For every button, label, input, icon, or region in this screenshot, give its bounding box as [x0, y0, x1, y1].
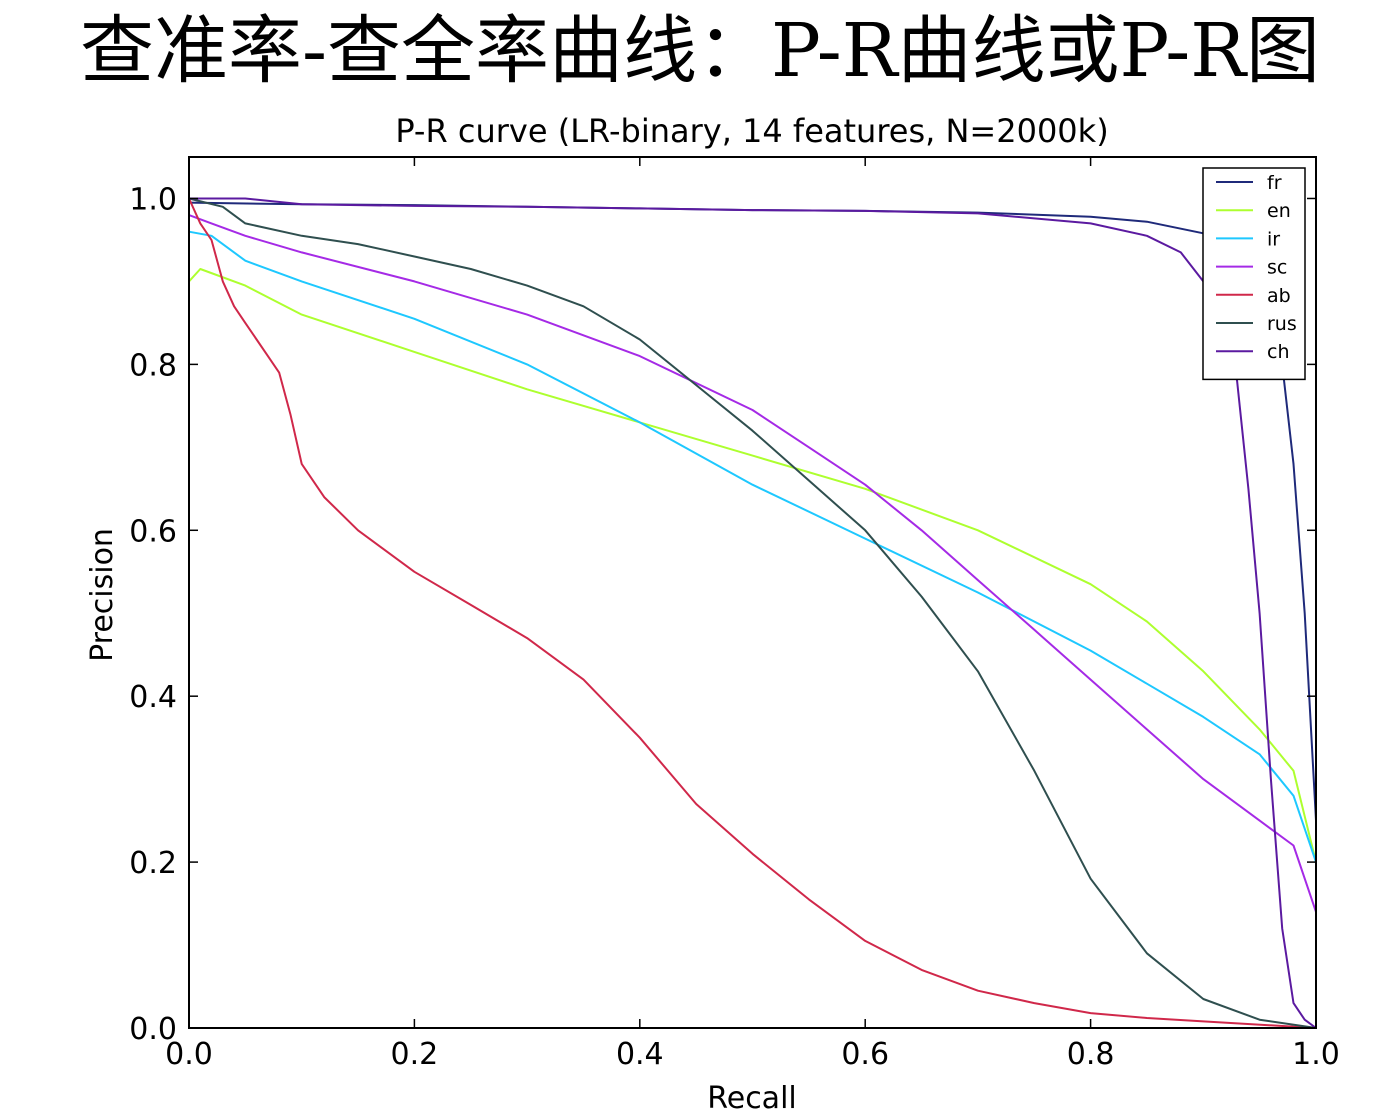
- legend-label-rus: rus: [1267, 313, 1297, 335]
- y-axis-label: Precision: [85, 528, 120, 662]
- x-axis: 0.0 0.2 0.4 0.6 0.8 1.0: [165, 157, 1340, 1072]
- series-line-ir: [188, 230, 1317, 864]
- series-line-ab: [188, 197, 1317, 1029]
- legend-box: [1202, 167, 1306, 381]
- x-axis-label: Recall: [707, 1081, 797, 1116]
- series-layer: [188, 197, 1317, 1029]
- y-tick-label: 1.0: [129, 182, 177, 217]
- series-line-en: [188, 268, 1317, 864]
- x-tick-label: 0.6: [841, 1037, 889, 1072]
- legend-label-ir: ir: [1267, 228, 1280, 250]
- y-axis: 0.0 0.2 0.4 0.6 0.8 1.0: [129, 182, 1316, 1047]
- x-tick-label: 0.8: [1067, 1037, 1115, 1072]
- x-tick-label: 1.0: [1292, 1037, 1340, 1072]
- plot-area: [189, 157, 1316, 1028]
- legend-label-fr: fr: [1267, 172, 1282, 194]
- legend-label-en: en: [1267, 200, 1291, 222]
- chart-title: P-R curve (LR-binary, 14 features, N=200…: [395, 112, 1108, 150]
- legend: fr en ir sc ab rus ch: [1202, 167, 1306, 381]
- y-tick-label: 0.2: [129, 846, 177, 881]
- x-tick-label: 0.4: [616, 1037, 664, 1072]
- x-tick-label: 0.0: [165, 1037, 213, 1072]
- y-tick-label: 0.4: [129, 680, 177, 715]
- y-tick-label: 0.0: [129, 1012, 177, 1047]
- series-line-rus: [188, 197, 1317, 1029]
- legend-label-ab: ab: [1267, 285, 1291, 307]
- plot-frame: [188, 156, 1317, 1029]
- legend-label-sc: sc: [1267, 257, 1287, 279]
- y-tick-label: 0.8: [129, 348, 177, 383]
- series-line-ch: [188, 197, 1317, 1029]
- x-tick-label: 0.2: [391, 1037, 439, 1072]
- legend-label-ch: ch: [1267, 341, 1290, 363]
- series-line-sc: [188, 214, 1317, 913]
- y-tick-label: 0.6: [129, 514, 177, 549]
- slide-heading: 查准率-查全率曲线：P-R曲线或P-R图: [80, 8, 1320, 94]
